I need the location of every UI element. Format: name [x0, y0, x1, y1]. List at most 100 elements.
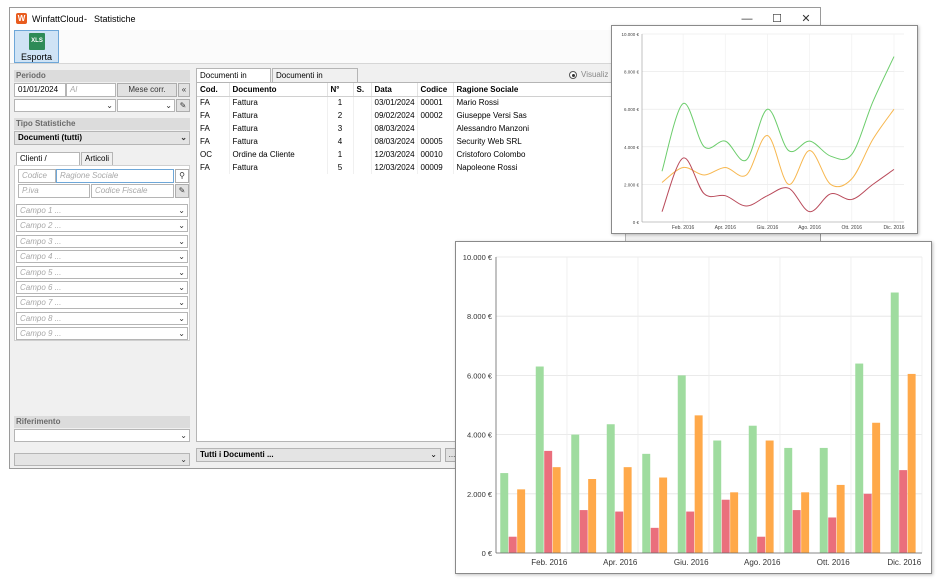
campo-select-2[interactable]: Campo 2 ... ⌄	[16, 219, 188, 233]
table-cell: 00010	[417, 148, 454, 161]
riferimento-select[interactable]: ⌄	[14, 429, 190, 442]
table-cell: OC	[197, 148, 230, 161]
tab-documenti-ingresso[interactable]: Documenti in ingresso	[272, 68, 358, 93]
bar-series-2	[828, 517, 837, 553]
tab-articoli[interactable]: Articoli	[81, 152, 113, 165]
chevron-down-icon: ⌄	[180, 431, 187, 440]
column-header[interactable]: N°	[327, 83, 354, 97]
minimize-button[interactable]: —	[741, 13, 753, 25]
table-cell: 2	[327, 109, 354, 122]
bar-series-1	[500, 473, 509, 553]
campo-select-8[interactable]: Campo 8 ... ⌄	[16, 311, 188, 325]
piva-input[interactable]: P.iva	[18, 184, 90, 198]
column-header[interactable]: Codice	[417, 83, 454, 97]
table-row[interactable]: FA Fattura 4 08/03/2024 00005 Security Web SR…	[197, 135, 627, 148]
bar-series-3	[730, 492, 739, 553]
bottom-select[interactable]: ⌄	[14, 453, 190, 466]
campo-select-1[interactable]: Campo 1 ... ⌄	[16, 204, 188, 217]
table-cell: 08/03/2024	[371, 122, 418, 135]
bar-series-1	[677, 375, 686, 553]
table-cell: 00002	[417, 109, 454, 122]
column-header[interactable]: Documento	[229, 83, 328, 97]
table-cell: 03/01/2024	[371, 96, 418, 109]
bar-series-3	[765, 440, 774, 553]
y-tick-label: 4.000 €	[624, 145, 640, 150]
close-button[interactable]: ✕	[801, 13, 811, 25]
x-tick-label: Ago. 2016	[798, 225, 821, 231]
column-header[interactable]: Cod.	[197, 83, 230, 97]
campo-select-7[interactable]: Campo 7 ... ⌄	[16, 296, 188, 310]
bar-series-3	[588, 479, 597, 553]
table-row[interactable]: FA Fattura 1 03/01/2024 00001 Mario Rossi	[197, 96, 627, 109]
bar-series-1	[855, 363, 864, 553]
table-row[interactable]: FA Fattura 2 09/02/2024 00002 Giuseppe Versi …	[197, 109, 627, 122]
x-tick-label: Apr. 2016	[715, 225, 737, 231]
bar-series-3	[517, 489, 526, 553]
table-cell: 12/03/2024	[371, 148, 418, 161]
esporta-button[interactable]: XLS Esporta	[14, 30, 59, 63]
table-cell: Fattura	[229, 109, 328, 122]
campo-label: Campo 1 ...	[20, 206, 62, 215]
bar-series-2	[792, 510, 801, 553]
x-tick-label: Dic. 2016	[883, 225, 904, 231]
table-row[interactable]: FA Fattura 5 12/03/2024 00009 Napoleone Rossi	[197, 161, 627, 174]
table-cell: FA	[197, 109, 230, 122]
period-select-1[interactable]: ⌄	[14, 99, 116, 112]
campo-select-5[interactable]: Campo 5 ... ⌄	[16, 265, 188, 279]
tutti-documenti-select[interactable]: Tutti i Documenti ... ⌄	[196, 448, 441, 462]
bar-series-1	[606, 424, 615, 553]
table-row[interactable]: OC Ordine da Cliente 1 12/03/2024 00010 Crist…	[197, 148, 627, 161]
campo-select-9[interactable]: Campo 9 ... ⌄	[16, 327, 188, 341]
campo-select-4[interactable]: Campo 4 ... ⌄	[16, 250, 188, 264]
y-tick-label: 0 €	[633, 220, 640, 225]
bar-series-1	[748, 425, 757, 553]
table-cell	[353, 96, 372, 109]
chevron-down-icon: ⌄	[430, 450, 437, 459]
mese-corrente-button[interactable]: Mese corr.	[117, 83, 177, 97]
x-tick-label: Giu. 2016	[757, 225, 779, 231]
x-tick-label: Ott. 2016	[817, 558, 850, 567]
date-from-input[interactable]: 01/01/2024	[14, 83, 66, 97]
bar-series-3	[694, 415, 703, 553]
period-select-2[interactable]: ⌄	[117, 99, 175, 112]
visualizza-radio[interactable]	[569, 71, 577, 79]
bar-series-2	[899, 470, 908, 553]
table-cell: FA	[197, 135, 230, 148]
line-chart: 0 € 2.000 € 4.000 € 6.000 € 8.000 € 10.000 € F…	[621, 32, 904, 231]
tipo-statistiche-select[interactable]: Documenti (tutti) ⌄	[14, 131, 190, 145]
codice-fiscale-input[interactable]: Codice Fiscale	[91, 184, 174, 198]
column-header[interactable]: Ragione Sociale	[453, 83, 627, 97]
grid-header-row: Cod. Documento N° S. Data Codice Ragione Socia…	[197, 83, 627, 97]
table-cell	[353, 161, 372, 174]
table-row[interactable]: FA Fattura 3 08/03/2024 Alessandro Manzoni	[197, 122, 627, 135]
tab-clienti-fornitori[interactable]: Clienti / Fornitori	[16, 152, 80, 175]
chevron-down-icon: ⌄	[178, 206, 185, 215]
app-name: WinfattCloud	[32, 14, 84, 24]
column-header[interactable]: Data	[371, 83, 418, 97]
y-tick-label: 10.000 €	[463, 253, 493, 262]
title-bar[interactable]: W WinfattCloud - Statistiche — ☐ ✕	[10, 8, 820, 30]
table-cell	[353, 109, 372, 122]
table-cell: Ordine da Cliente	[229, 148, 328, 161]
campo-select-3[interactable]: Campo 3 ... ⌄	[16, 234, 188, 248]
tab-documenti-uscita[interactable]: Documenti in uscita	[196, 68, 271, 93]
window-title: Statistiche	[94, 14, 136, 24]
maximize-button[interactable]: ☐	[772, 13, 782, 25]
bar-series-3	[623, 467, 632, 553]
table-cell: FA	[197, 122, 230, 135]
clear-filter-button[interactable]: ✎	[175, 184, 189, 198]
date-to-input[interactable]: Al	[66, 83, 116, 97]
table-cell	[353, 135, 372, 148]
table-cell: 5	[327, 161, 354, 174]
clear-period-button[interactable]: ✎	[176, 99, 190, 112]
table-cell: 4	[327, 135, 354, 148]
ragione-sociale-input[interactable]: Ragione Sociale	[56, 169, 174, 183]
search-button[interactable]: ⚲	[175, 169, 189, 183]
line-series-1	[661, 56, 895, 172]
codice-input[interactable]: Codice	[18, 169, 56, 183]
periodo-header: Periodo	[14, 70, 190, 82]
table-cell: 08/03/2024	[371, 135, 418, 148]
campo-select-6[interactable]: Campo 6 ... ⌄	[16, 281, 188, 294]
previous-period-button[interactable]: «	[178, 83, 190, 97]
column-header[interactable]: S.	[353, 83, 372, 97]
